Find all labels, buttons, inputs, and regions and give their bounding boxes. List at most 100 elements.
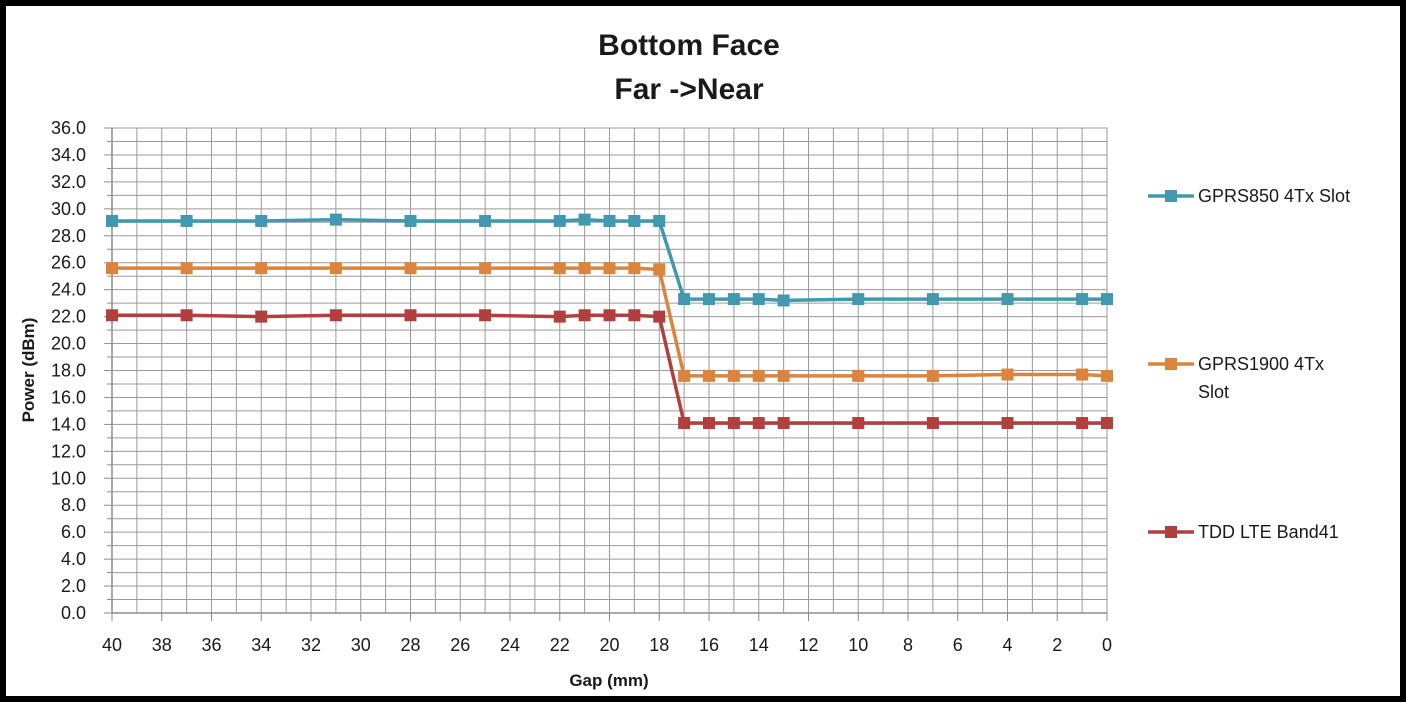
legend-marker <box>1165 190 1177 202</box>
x-tick-label: 20 <box>599 635 619 655</box>
x-tick-label: 38 <box>152 635 172 655</box>
x-tick-label: 36 <box>201 635 221 655</box>
data-point-marker <box>653 263 666 276</box>
y-tick-label: 8.0 <box>61 495 86 515</box>
x-tick-label: 18 <box>649 635 669 655</box>
data-point-marker <box>578 213 591 226</box>
data-point-marker <box>777 294 790 307</box>
legend-item: TDD LTE Band41 <box>1148 522 1339 542</box>
y-tick-label: 18.0 <box>51 361 86 381</box>
y-tick-label: 6.0 <box>61 522 86 542</box>
y-tick-label: 36.0 <box>51 118 86 138</box>
y-tick-label: 24.0 <box>51 280 86 300</box>
y-tick-label: 34.0 <box>51 145 86 165</box>
x-tick-label: 26 <box>450 635 470 655</box>
data-point-marker <box>678 293 691 306</box>
legend-marker <box>1165 358 1177 370</box>
y-tick-label: 22.0 <box>51 307 86 327</box>
x-tick-label: 8 <box>903 635 913 655</box>
data-point-marker <box>628 309 641 322</box>
data-point-marker <box>255 214 268 227</box>
data-point-marker <box>479 214 492 227</box>
data-point-marker <box>553 262 566 275</box>
data-point-marker <box>329 309 342 322</box>
data-point-marker <box>727 417 740 430</box>
data-point-marker <box>255 262 268 275</box>
y-tick-label: 14.0 <box>51 414 86 434</box>
data-point-marker <box>106 214 118 227</box>
y-tick-label: 26.0 <box>51 253 86 273</box>
data-point-marker <box>404 262 417 275</box>
data-point-marker <box>1076 417 1089 430</box>
data-point-marker <box>752 369 765 382</box>
data-point-marker <box>926 369 939 382</box>
y-tick-label: 12.0 <box>51 441 86 461</box>
data-point-marker <box>479 309 492 322</box>
x-tick-label: 10 <box>848 635 868 655</box>
data-point-marker <box>180 309 193 322</box>
series-0 <box>106 213 1113 307</box>
data-point-marker <box>255 310 268 323</box>
data-point-marker <box>329 262 342 275</box>
data-point-marker <box>1001 293 1014 306</box>
data-point-marker <box>106 262 118 275</box>
x-tick-label: 4 <box>1002 635 1012 655</box>
series-1 <box>106 262 1113 382</box>
data-point-marker <box>926 417 939 430</box>
data-point-marker <box>603 262 616 275</box>
data-point-marker <box>653 310 666 323</box>
legend-label: TDD LTE Band41 <box>1198 522 1339 542</box>
series-layer <box>106 213 1113 430</box>
y-tick-label: 30.0 <box>51 199 86 219</box>
x-tick-label: 2 <box>1052 635 1062 655</box>
data-point-marker <box>703 293 715 306</box>
data-point-marker <box>703 417 715 430</box>
data-point-marker <box>1001 368 1014 381</box>
data-point-marker <box>1101 417 1113 430</box>
x-tick-label: 14 <box>749 635 769 655</box>
data-point-marker <box>678 369 691 382</box>
y-tick-label: 2.0 <box>61 576 86 596</box>
data-point-marker <box>106 309 118 322</box>
data-point-marker <box>1101 293 1113 306</box>
legend-marker <box>1165 526 1177 538</box>
data-point-marker <box>180 262 193 275</box>
x-tick-label: 16 <box>699 635 719 655</box>
data-point-marker <box>329 213 342 226</box>
x-tick-label: 22 <box>550 635 570 655</box>
x-axis-title: Gap (mm) <box>569 671 648 690</box>
data-point-marker <box>752 417 765 430</box>
legend: GPRS850 4Tx Slot GPRS1900 4Tx Slot TDD LTE … <box>1148 186 1350 542</box>
x-tick-label: 40 <box>102 635 122 655</box>
data-point-marker <box>553 214 566 227</box>
data-point-marker <box>1101 369 1113 382</box>
text-layer: 0.0 2.0 4.0 6.0 8.0 10.0 12.0 14.0 16.0 18.0 20.0 2… <box>19 29 1112 690</box>
data-point-marker <box>479 262 492 275</box>
data-point-marker <box>180 214 193 227</box>
x-tick-label: 32 <box>301 635 321 655</box>
axes <box>104 127 1108 621</box>
data-point-marker <box>603 309 616 322</box>
y-tick-label: 32.0 <box>51 172 86 192</box>
y-tick-label: 0.0 <box>61 603 86 623</box>
y-tick-label: 4.0 <box>61 549 86 569</box>
x-tick-label: 34 <box>251 635 271 655</box>
data-point-marker <box>1076 293 1089 306</box>
data-point-marker <box>678 417 691 430</box>
legend-label: GPRS1900 4Tx <box>1198 354 1324 374</box>
data-point-marker <box>578 309 591 322</box>
data-point-marker <box>1076 368 1089 381</box>
data-point-marker <box>852 369 865 382</box>
data-point-marker <box>926 293 939 306</box>
y-axis-title: Power (dBm) <box>19 318 38 423</box>
data-point-marker <box>703 369 715 382</box>
x-tick-label: 0 <box>1102 635 1112 655</box>
x-tick-label: 6 <box>953 635 963 655</box>
data-point-marker <box>628 262 641 275</box>
y-tick-label: 10.0 <box>51 468 86 488</box>
legend-item: GPRS850 4Tx Slot <box>1148 186 1350 206</box>
data-point-marker <box>628 214 641 227</box>
data-point-marker <box>404 214 417 227</box>
data-point-marker <box>852 293 865 306</box>
